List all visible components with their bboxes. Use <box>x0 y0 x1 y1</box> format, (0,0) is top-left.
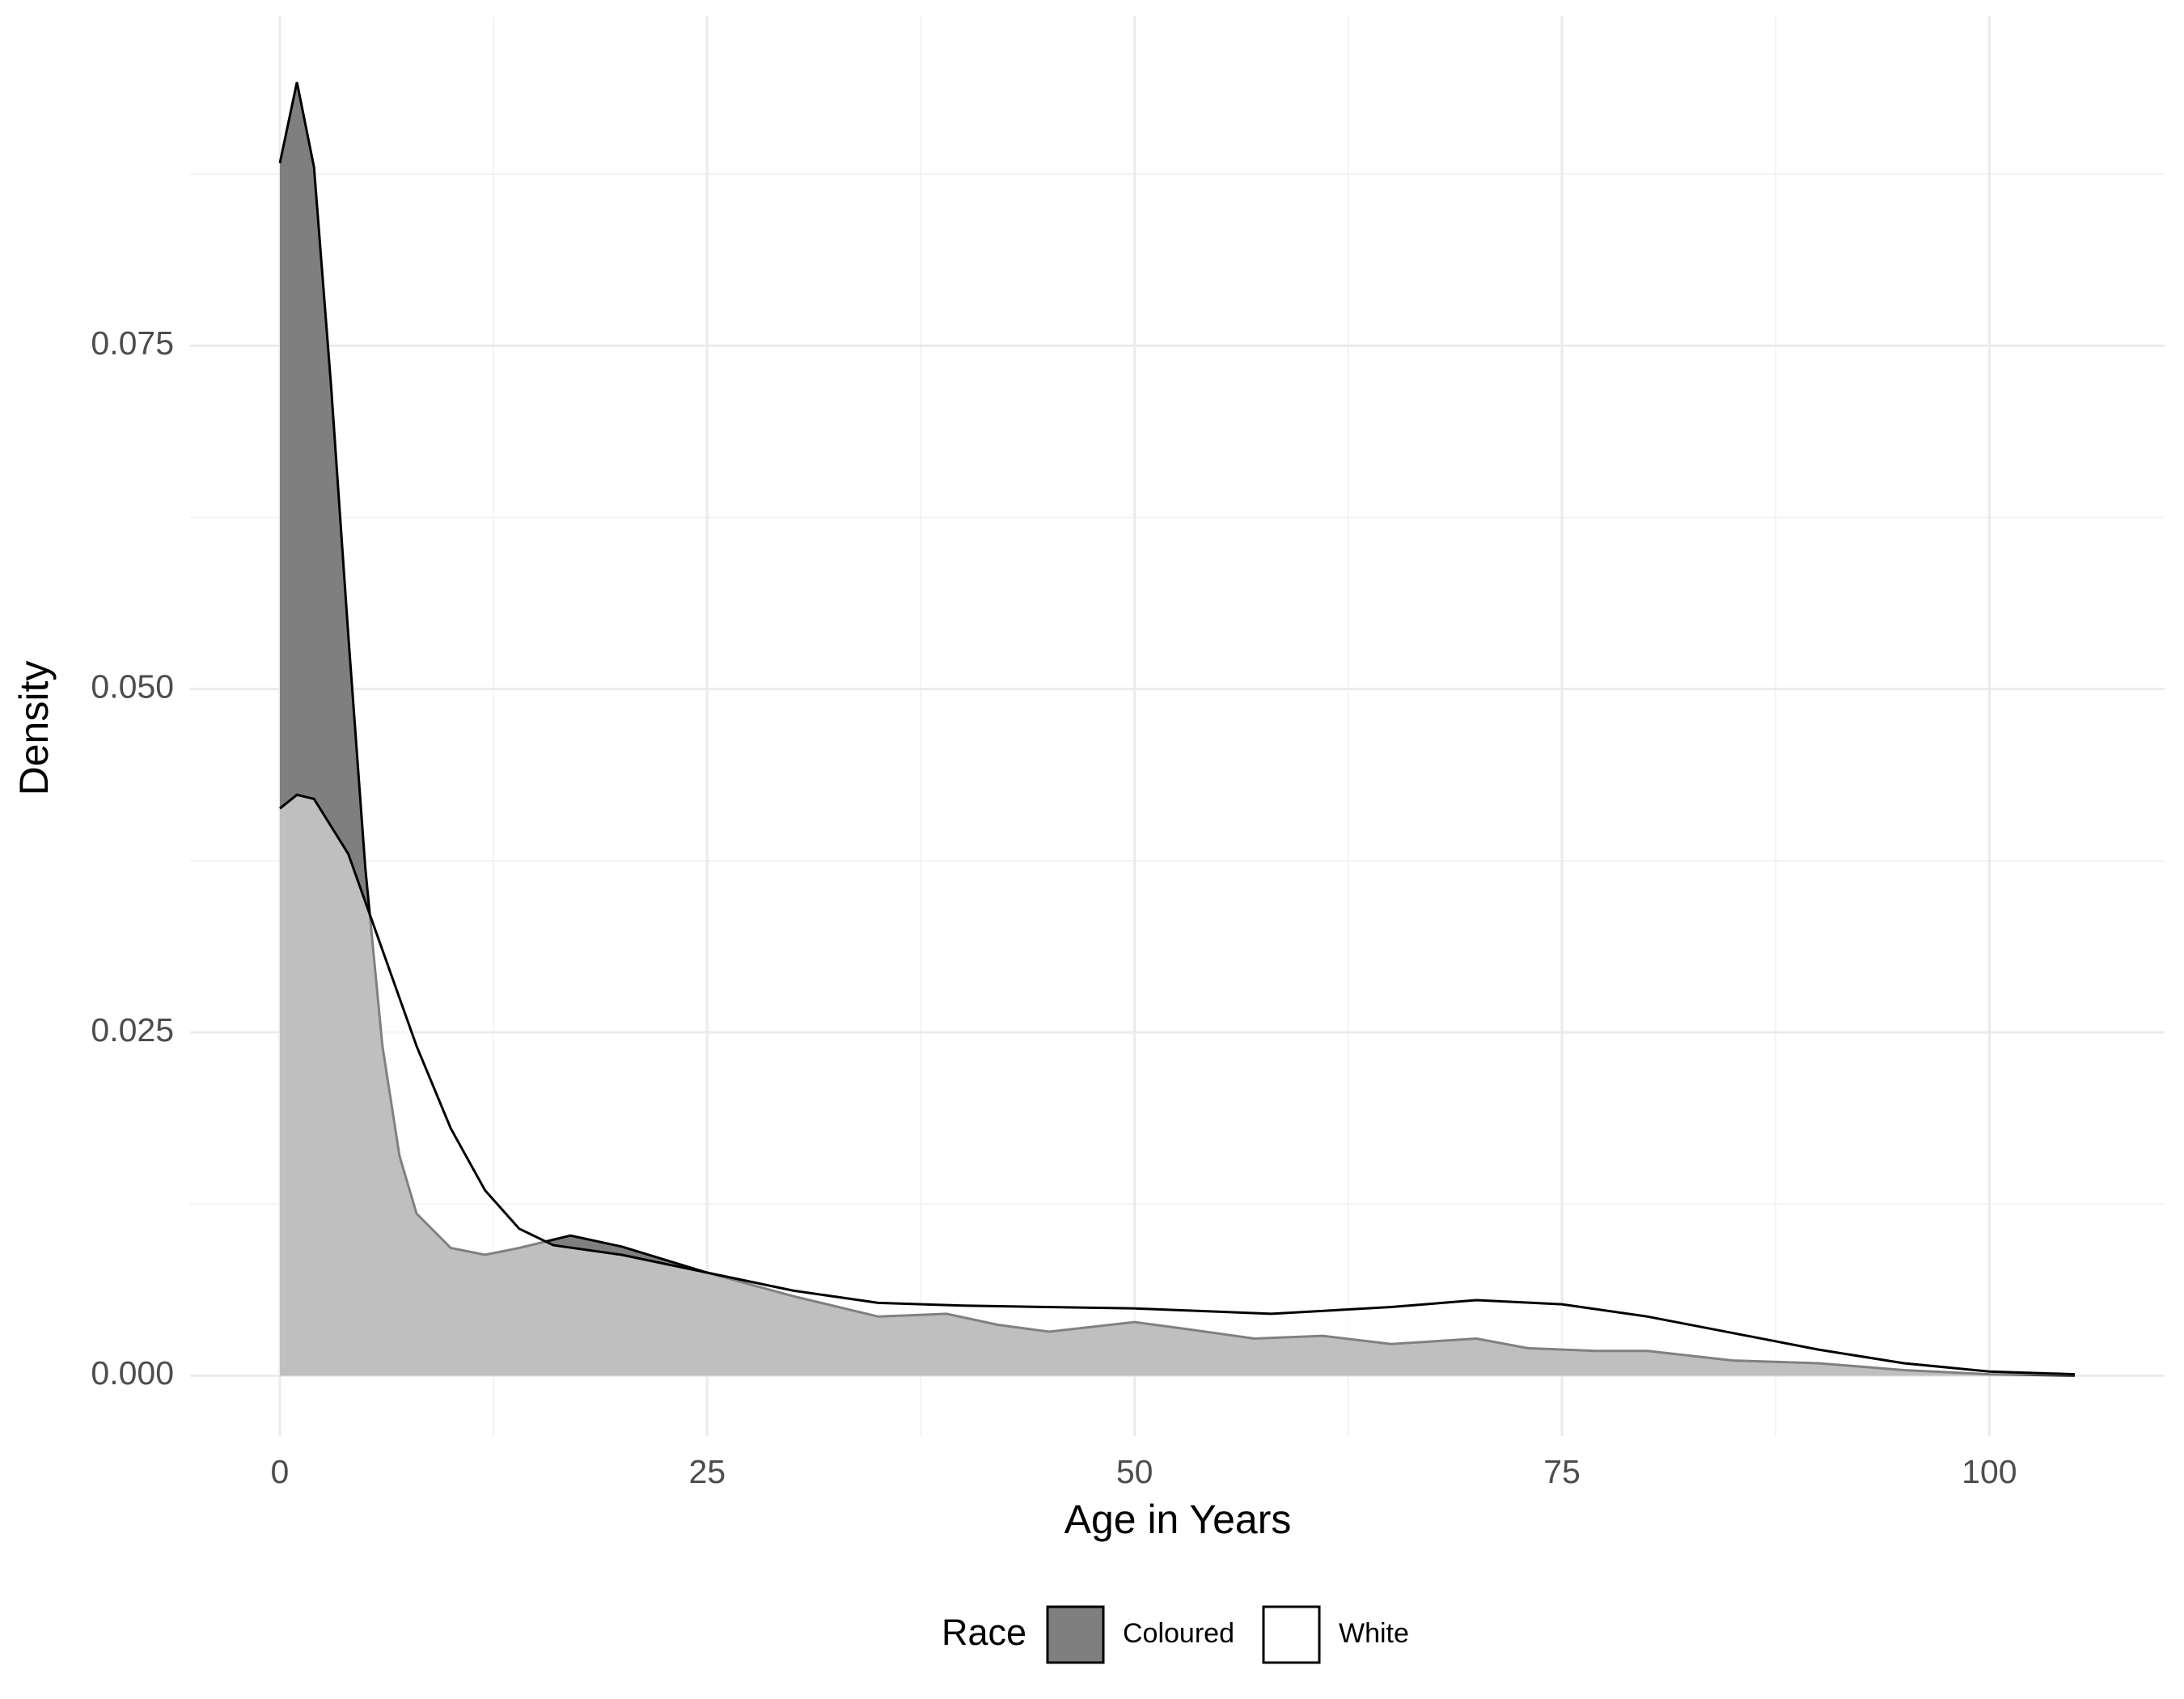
x-tick-label: 100 <box>1962 1453 2017 1490</box>
y-tick-label: 0.000 <box>91 1354 174 1392</box>
x-tick-label: 25 <box>689 1453 726 1490</box>
y-tick-label: 0.075 <box>91 324 174 362</box>
y-tick-label: 0.025 <box>91 1011 174 1049</box>
x-tick-label: 75 <box>1543 1453 1581 1490</box>
legend-label: Coloured <box>1123 1618 1234 1649</box>
x-axis-title: Age in Years <box>1064 1497 1292 1542</box>
y-axis-title: Density <box>11 661 57 796</box>
legend-label: White <box>1339 1618 1409 1649</box>
legend-key <box>1262 1605 1321 1664</box>
density-line <box>279 793 2076 1376</box>
x-tick-label: 50 <box>1116 1453 1153 1490</box>
density-line <box>278 82 2076 1377</box>
density-area <box>280 794 2075 1376</box>
density-area <box>280 82 2075 1376</box>
y-tick-label: 0.050 <box>91 668 174 705</box>
legend-key <box>1046 1605 1105 1664</box>
x-tick-label: 0 <box>271 1453 290 1490</box>
legend-title: Race <box>942 1612 1026 1653</box>
